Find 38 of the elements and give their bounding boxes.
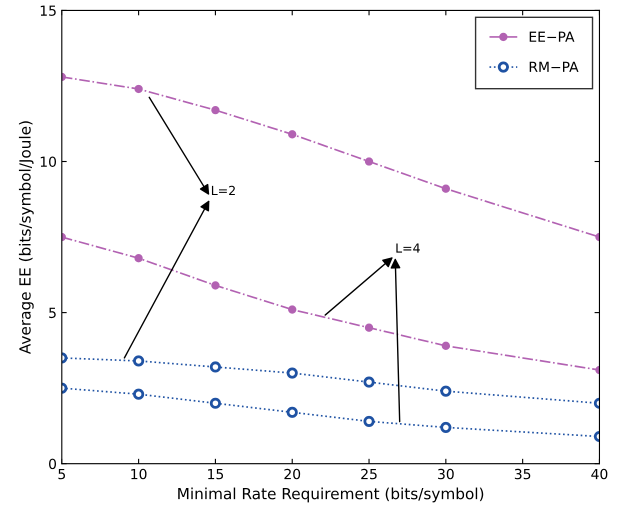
annotation: L=2 xyxy=(212,186,235,196)
x-tick-label: 15 xyxy=(208,468,224,480)
x-tick-label: 25 xyxy=(361,468,377,480)
point xyxy=(133,388,144,400)
point xyxy=(286,367,298,379)
x-tick-label: 20 xyxy=(284,468,300,480)
y-tick-label: 15 xyxy=(40,6,56,16)
x-tick-label: 5 xyxy=(58,468,66,480)
point xyxy=(211,106,220,114)
y-tick-label: 0 xyxy=(49,458,56,470)
point xyxy=(364,157,374,166)
point xyxy=(134,84,143,94)
x-tick-label: 35 xyxy=(514,468,530,480)
legend-label: RM−PA xyxy=(530,62,579,72)
legend-label: EE−PA xyxy=(530,32,574,42)
point xyxy=(134,254,143,262)
point xyxy=(286,406,298,418)
annotation: L=4 xyxy=(396,243,420,253)
point xyxy=(211,281,220,290)
y-tick-label: 10 xyxy=(40,156,56,167)
point xyxy=(442,342,450,350)
point xyxy=(363,416,375,427)
point xyxy=(442,184,450,193)
point xyxy=(440,422,452,433)
point xyxy=(210,361,221,373)
point xyxy=(288,130,296,138)
y-tick-label: 5 xyxy=(49,308,56,318)
point xyxy=(364,324,374,332)
x-tick-label: 10 xyxy=(131,468,147,480)
point xyxy=(210,398,221,409)
x-axis-title: Minimal Rate Requirement (bits/symbol) xyxy=(178,488,484,502)
point xyxy=(363,376,375,388)
y-axis-title: Average EE (bits/symbol/Joule) xyxy=(18,121,34,354)
point xyxy=(440,386,452,397)
x-tick-label: 40 xyxy=(591,468,608,480)
point xyxy=(288,305,296,314)
x-tick-label: 30 xyxy=(438,468,454,480)
point xyxy=(133,355,144,367)
